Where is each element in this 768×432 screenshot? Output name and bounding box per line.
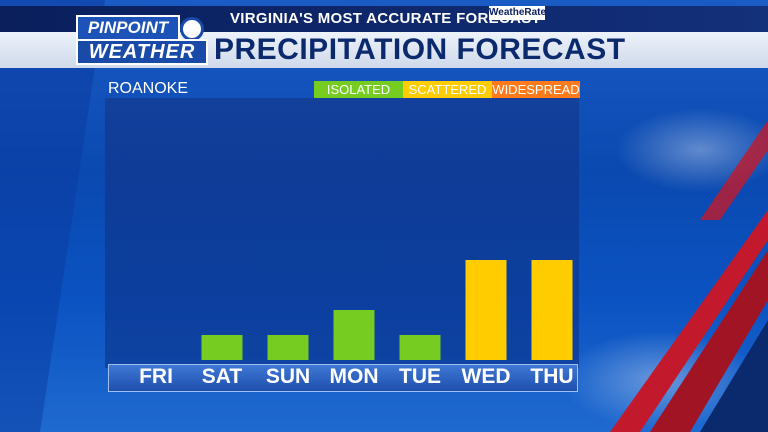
location-label: ROANOKE — [108, 80, 189, 97]
x-tick-mon: MON — [329, 365, 379, 388]
x-tick-sat: SAT — [201, 365, 243, 388]
x-tick-thu: THU — [530, 365, 574, 388]
bars-svg — [201, 260, 573, 360]
bar-sun — [267, 335, 309, 360]
legend-scattered: SCATTERED — [403, 81, 492, 98]
x-tick-wed: WED — [461, 365, 511, 388]
bar-sat — [201, 335, 243, 360]
bar-thu — [531, 260, 573, 360]
logo-pinpoint: PINPOINT — [76, 15, 180, 41]
pinpoint-weather-logo: PINPOINT WEATHER — [76, 15, 208, 65]
bar-wed — [465, 260, 507, 360]
legend-isolated: ISOLATED — [314, 81, 403, 98]
bar-tue — [399, 335, 441, 360]
page-title: PRECIPITATION FORECAST — [214, 33, 626, 66]
logo-pin-icon — [180, 17, 204, 41]
tagline: VIRGINIA'S MOST ACCURATE FORECAST — [230, 10, 541, 27]
legend-widespread: WIDESPREAD — [492, 81, 580, 98]
x-tick-sun: SUN — [265, 365, 311, 388]
weatherrate-logo: WeatheRate — [489, 6, 547, 20]
x-tick-tue: TUE — [399, 365, 441, 388]
x-axis-bar — [108, 364, 578, 392]
plot-area — [105, 98, 579, 368]
bar-mon — [333, 310, 375, 360]
x-tick-fri: FRI — [139, 365, 173, 388]
logo-weather: WEATHER — [76, 39, 208, 65]
